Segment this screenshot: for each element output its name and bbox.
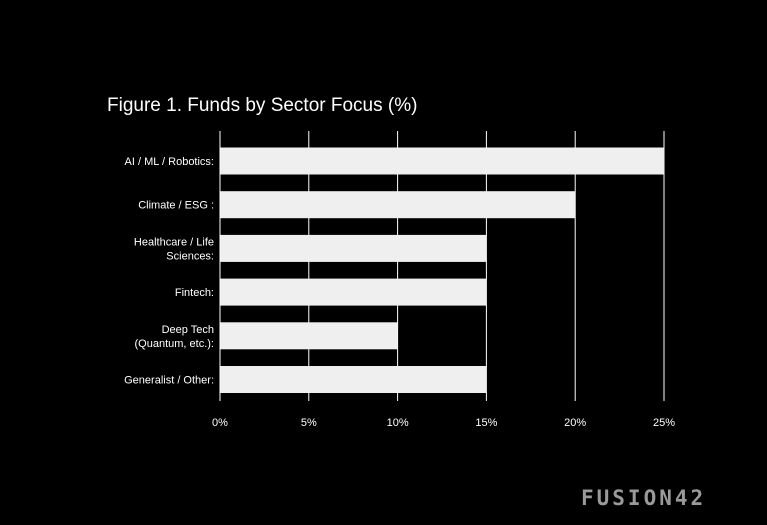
bars <box>220 147 664 393</box>
chart-title: Figure 1. Funds by Sector Focus (%) <box>107 95 418 116</box>
bar <box>220 234 487 262</box>
x-tick-label: 20% <box>564 417 586 429</box>
category-label: Healthcare / Life Sciences: <box>134 236 214 262</box>
category-label: Generalist / Other: <box>124 375 214 387</box>
category-label: AI / ML / Robotics: <box>125 156 214 168</box>
category-label: Deep Tech (Quantum, etc.): <box>135 324 214 350</box>
category-label: Fintech: <box>175 287 214 299</box>
x-tick-labels: 0% 5% 10% 15% 20% 25% <box>212 417 675 429</box>
bar <box>220 147 664 175</box>
fusion42-logo: FUSION42 <box>581 486 707 510</box>
bar <box>220 278 487 306</box>
grid-lines <box>308 131 665 401</box>
x-tick-label: 25% <box>653 417 675 429</box>
category-labels: AI / ML / Robotics: Climate / ESG : Health… <box>124 156 214 387</box>
x-tick-label: 0% <box>212 417 228 429</box>
bar <box>220 366 487 393</box>
bar <box>220 322 398 350</box>
x-tick-label: 15% <box>475 417 497 429</box>
x-tick-label: 5% <box>301 417 317 429</box>
category-label: Climate / ESG : <box>138 200 214 212</box>
bar <box>220 191 576 219</box>
x-tick-label: 10% <box>387 417 409 429</box>
